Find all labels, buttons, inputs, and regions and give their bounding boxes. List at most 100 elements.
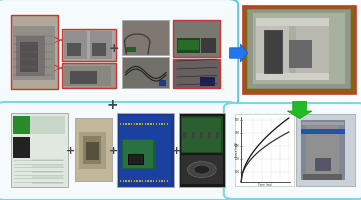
FancyBboxPatch shape: [0, 102, 238, 200]
Bar: [120, 123, 121, 125]
Bar: [139, 123, 141, 125]
Bar: [145, 123, 146, 125]
Bar: [315, 158, 330, 170]
Bar: [13, 26, 55, 80]
Bar: [289, 40, 312, 68]
Bar: [161, 180, 163, 182]
Bar: [147, 123, 149, 125]
Bar: [301, 120, 345, 180]
FancyArrow shape: [230, 44, 248, 62]
Bar: [256, 18, 289, 80]
Bar: [123, 180, 124, 182]
Bar: [200, 77, 215, 86]
Bar: [208, 132, 212, 138]
Text: 500: 500: [235, 118, 240, 122]
Bar: [302, 122, 344, 125]
Bar: [70, 71, 97, 84]
Text: 200: 200: [235, 157, 240, 161]
Bar: [67, 43, 81, 56]
Bar: [179, 113, 225, 187]
Bar: [119, 116, 171, 183]
Bar: [153, 123, 155, 125]
Bar: [136, 180, 138, 182]
Bar: [180, 155, 223, 184]
Bar: [164, 180, 165, 182]
Bar: [167, 180, 168, 182]
Bar: [16, 36, 45, 76]
Bar: [159, 80, 166, 86]
Text: +: +: [108, 43, 119, 55]
Text: +: +: [66, 146, 75, 156]
Bar: [123, 140, 153, 168]
Bar: [247, 9, 350, 88]
Bar: [180, 116, 223, 153]
Bar: [296, 18, 329, 80]
Bar: [122, 57, 169, 88]
Bar: [158, 180, 160, 182]
Text: Time (ms): Time (ms): [258, 183, 273, 187]
Bar: [125, 180, 127, 182]
Bar: [123, 123, 124, 125]
Bar: [164, 123, 165, 125]
Bar: [128, 154, 144, 165]
Bar: [122, 139, 155, 169]
Bar: [191, 132, 195, 138]
FancyBboxPatch shape: [0, 0, 238, 106]
Bar: [131, 180, 132, 182]
Bar: [64, 31, 87, 59]
Bar: [183, 132, 187, 138]
Bar: [201, 38, 216, 53]
Bar: [150, 180, 152, 182]
Bar: [125, 123, 127, 125]
Bar: [92, 43, 106, 56]
Bar: [13, 116, 65, 134]
Bar: [156, 123, 157, 125]
Bar: [153, 180, 155, 182]
Bar: [147, 180, 149, 182]
Bar: [75, 118, 112, 181]
Text: +: +: [106, 98, 118, 112]
Bar: [167, 123, 168, 125]
Circle shape: [187, 162, 216, 178]
Text: Force (mN): Force (mN): [235, 142, 239, 157]
Bar: [301, 129, 345, 134]
Bar: [136, 123, 138, 125]
Bar: [177, 38, 200, 53]
Bar: [256, 18, 329, 26]
Bar: [13, 116, 30, 134]
Text: +: +: [109, 146, 118, 156]
Bar: [129, 155, 143, 164]
Bar: [11, 15, 58, 89]
Bar: [62, 63, 116, 88]
FancyArrow shape: [287, 101, 312, 119]
Bar: [20, 42, 38, 72]
Bar: [142, 123, 143, 125]
Bar: [256, 73, 329, 80]
Bar: [173, 59, 220, 88]
Bar: [134, 123, 135, 125]
Bar: [120, 180, 121, 182]
Bar: [86, 142, 99, 160]
Bar: [216, 132, 219, 138]
Bar: [13, 137, 30, 158]
Bar: [296, 114, 355, 186]
Bar: [306, 123, 339, 176]
Bar: [79, 132, 106, 169]
Bar: [131, 123, 132, 125]
Bar: [139, 180, 141, 182]
Bar: [11, 113, 68, 187]
Bar: [303, 174, 342, 180]
Bar: [158, 123, 160, 125]
Bar: [156, 180, 157, 182]
Bar: [128, 180, 130, 182]
Bar: [117, 113, 174, 187]
Bar: [64, 66, 111, 86]
Text: 100: 100: [235, 170, 240, 174]
Bar: [253, 13, 345, 84]
Bar: [200, 132, 203, 138]
Bar: [235, 114, 294, 186]
Bar: [150, 123, 152, 125]
Bar: [145, 180, 146, 182]
Bar: [90, 31, 112, 59]
Bar: [142, 180, 143, 182]
